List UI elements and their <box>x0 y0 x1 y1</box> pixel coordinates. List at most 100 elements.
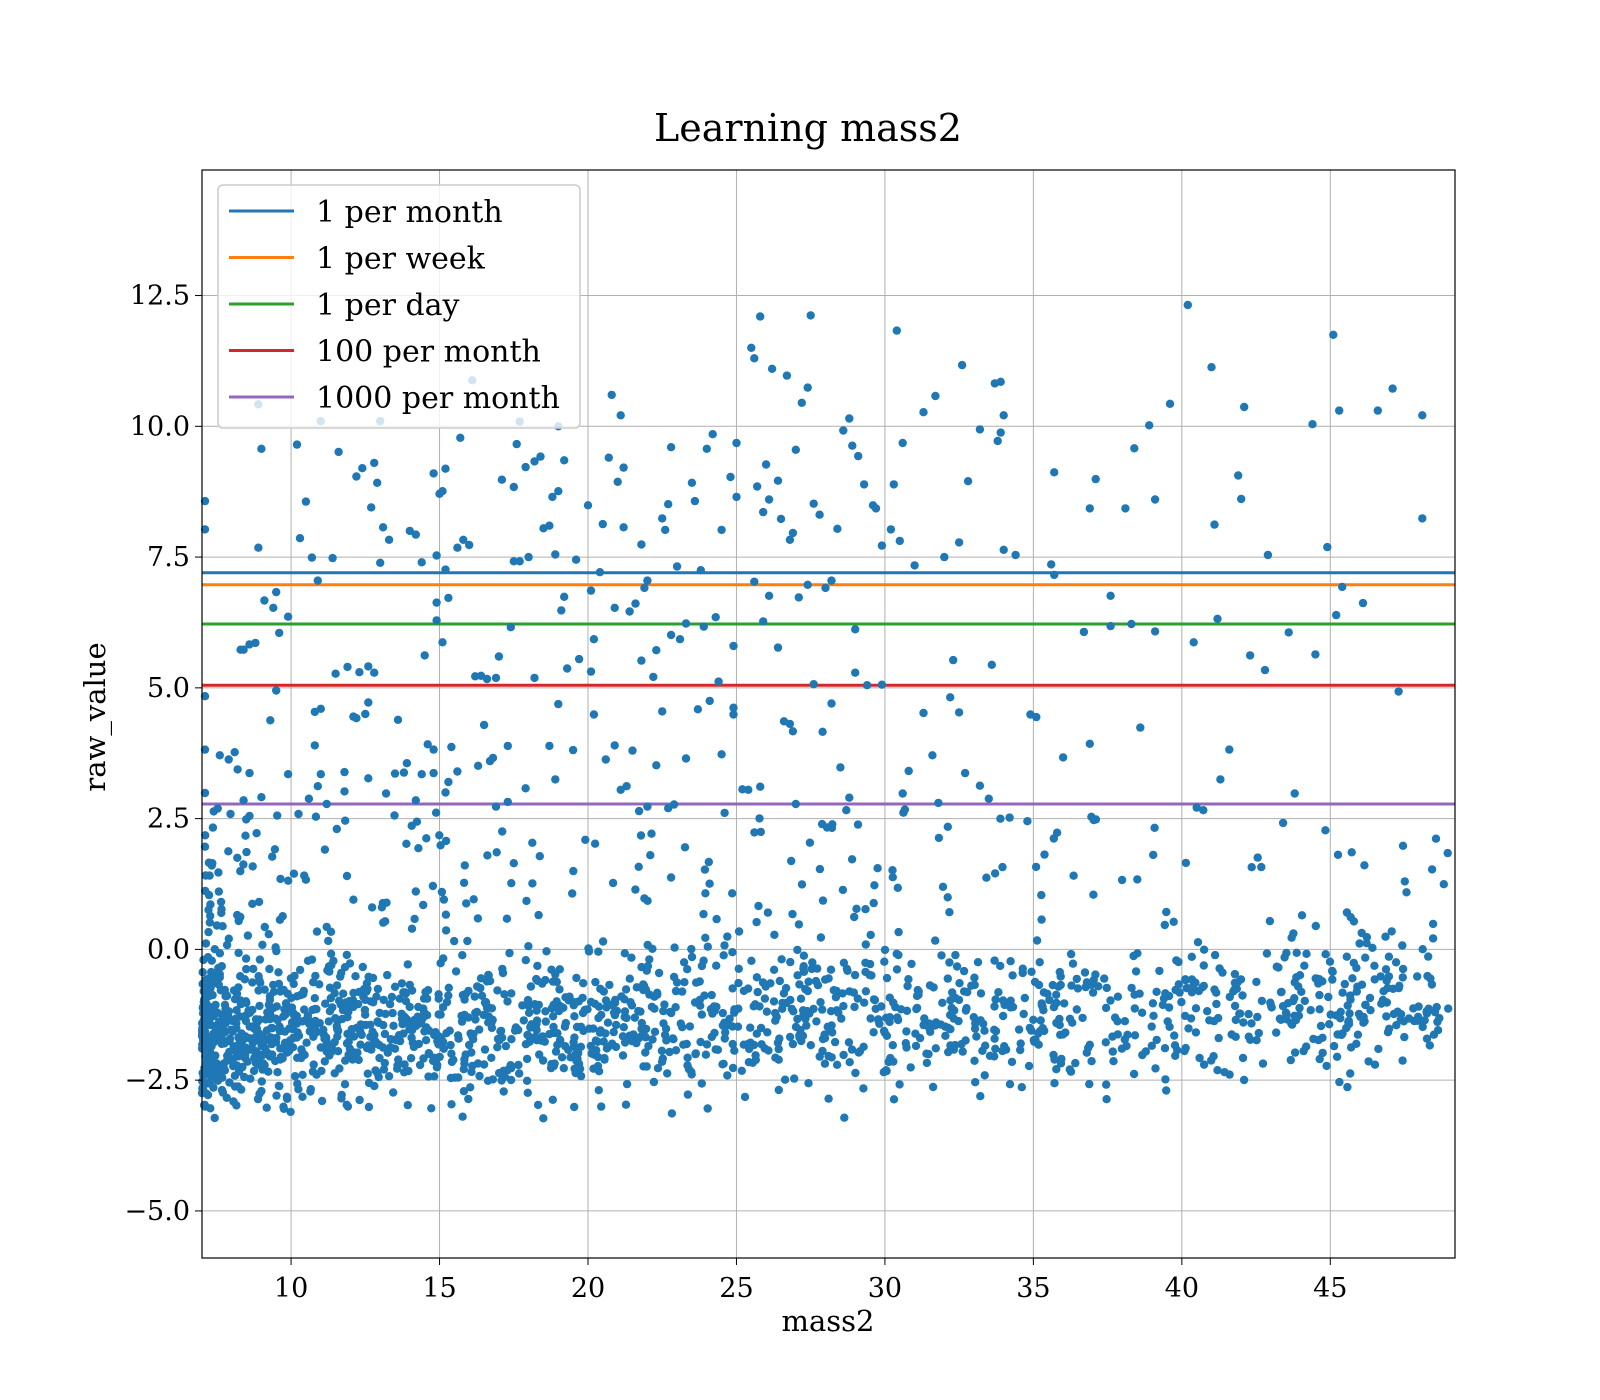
scatter-point <box>257 793 266 802</box>
scatter-point <box>1429 1030 1439 1039</box>
scatter-point <box>594 947 603 956</box>
scatter-point <box>294 809 303 819</box>
scatter-point <box>894 950 903 960</box>
scatter-point <box>699 909 708 919</box>
scatter-point <box>286 1005 295 1014</box>
scatter-point <box>701 1050 711 1059</box>
scatter-point <box>1005 813 1014 822</box>
scatter-point <box>613 477 622 486</box>
scatter-point <box>1427 865 1437 874</box>
scatter-point <box>554 699 563 709</box>
scatter-point <box>390 1044 400 1053</box>
scatter-point <box>265 964 274 974</box>
scatter-point <box>434 1010 443 1019</box>
scatter-point <box>268 1050 277 1059</box>
scatter-point <box>844 1038 854 1047</box>
scatter-point <box>1147 1022 1156 1031</box>
scatter-point <box>1187 952 1197 961</box>
scatter-point <box>320 845 330 854</box>
scatter-point <box>1382 976 1391 985</box>
scatter-point <box>659 1006 668 1016</box>
scatter-point <box>1199 806 1208 815</box>
scatter-point <box>471 1015 480 1024</box>
scatter-point <box>397 979 407 988</box>
scatter-point <box>818 896 828 905</box>
scatter-point <box>302 1038 311 1047</box>
scatter-point <box>804 1079 813 1088</box>
scatter-point <box>226 809 235 819</box>
scatter-point <box>373 984 383 994</box>
scatter-point <box>1332 1052 1342 1062</box>
scatter-point <box>907 959 916 969</box>
scatter-point <box>940 552 949 562</box>
scatter-point <box>272 686 281 695</box>
scatter-point <box>759 617 768 626</box>
scatter-point <box>429 745 438 754</box>
scatter-point <box>1050 468 1059 477</box>
scatter-point <box>946 1041 955 1050</box>
scatter-point <box>1384 952 1394 961</box>
scatter-point <box>473 761 483 770</box>
scatter-point <box>237 1085 246 1094</box>
scatter-point <box>199 1071 208 1081</box>
scatter-point <box>592 1046 601 1055</box>
scatter-point <box>521 1040 531 1049</box>
scatter-point <box>1237 494 1246 504</box>
scatter-point <box>578 993 587 1003</box>
scatter-point <box>1052 990 1061 999</box>
scatter-point <box>647 1002 657 1011</box>
scatter-point <box>306 1085 315 1094</box>
scatter-point <box>498 968 508 978</box>
scatter-point <box>972 1032 981 1041</box>
scatter-point <box>728 889 737 898</box>
scatter-point <box>260 985 269 994</box>
scatter-point <box>999 411 1008 420</box>
scatter-point <box>760 994 770 1003</box>
scatter-point <box>387 992 397 1002</box>
scatter-point <box>1102 1095 1111 1104</box>
scatter-point <box>1005 1080 1015 1089</box>
scatter-point <box>1414 1002 1423 1011</box>
scatter-point <box>373 478 382 487</box>
scatter-point <box>401 988 410 997</box>
scatter-point <box>733 1022 743 1031</box>
scatter-point <box>248 1034 258 1043</box>
scatter-point <box>746 1023 755 1032</box>
scatter-point <box>719 951 728 960</box>
scatter-point <box>687 1067 696 1077</box>
scatter-point <box>576 1022 586 1031</box>
scatter-point <box>276 874 285 884</box>
scatter-point <box>708 430 717 439</box>
scatter-point <box>793 1014 802 1024</box>
scatter-point <box>333 1024 342 1034</box>
scatter-point <box>326 927 336 936</box>
scatter-point <box>344 1037 353 1046</box>
scatter-point <box>342 1100 351 1110</box>
scatter-point <box>869 1028 878 1037</box>
scatter-point <box>417 770 426 779</box>
scatter-point <box>422 834 431 843</box>
scatter-point <box>1433 1017 1442 1027</box>
scatter-point <box>1050 1055 1059 1064</box>
scatter-point <box>1400 877 1410 886</box>
scatter-point <box>458 951 467 960</box>
scatter-point <box>1032 712 1041 722</box>
scatter-point <box>460 861 469 870</box>
scatter-point <box>616 411 625 420</box>
scatter-point <box>509 859 518 868</box>
scatter-point <box>619 1022 628 1032</box>
chart-title: Learning mass2 <box>654 106 962 150</box>
scatter-point <box>533 961 542 971</box>
scatter-point <box>393 715 403 724</box>
scatter-point <box>809 499 818 508</box>
scatter-point <box>239 796 248 805</box>
scatter-point <box>794 593 803 602</box>
scatter-point <box>1300 961 1309 970</box>
scatter-point <box>1302 1042 1311 1051</box>
scatter-point <box>720 1034 729 1043</box>
scatter-point <box>853 820 863 829</box>
scatter-point <box>1218 968 1227 977</box>
scatter-point <box>481 997 491 1007</box>
scatter-point <box>410 914 419 924</box>
scatter-point <box>375 1053 384 1063</box>
